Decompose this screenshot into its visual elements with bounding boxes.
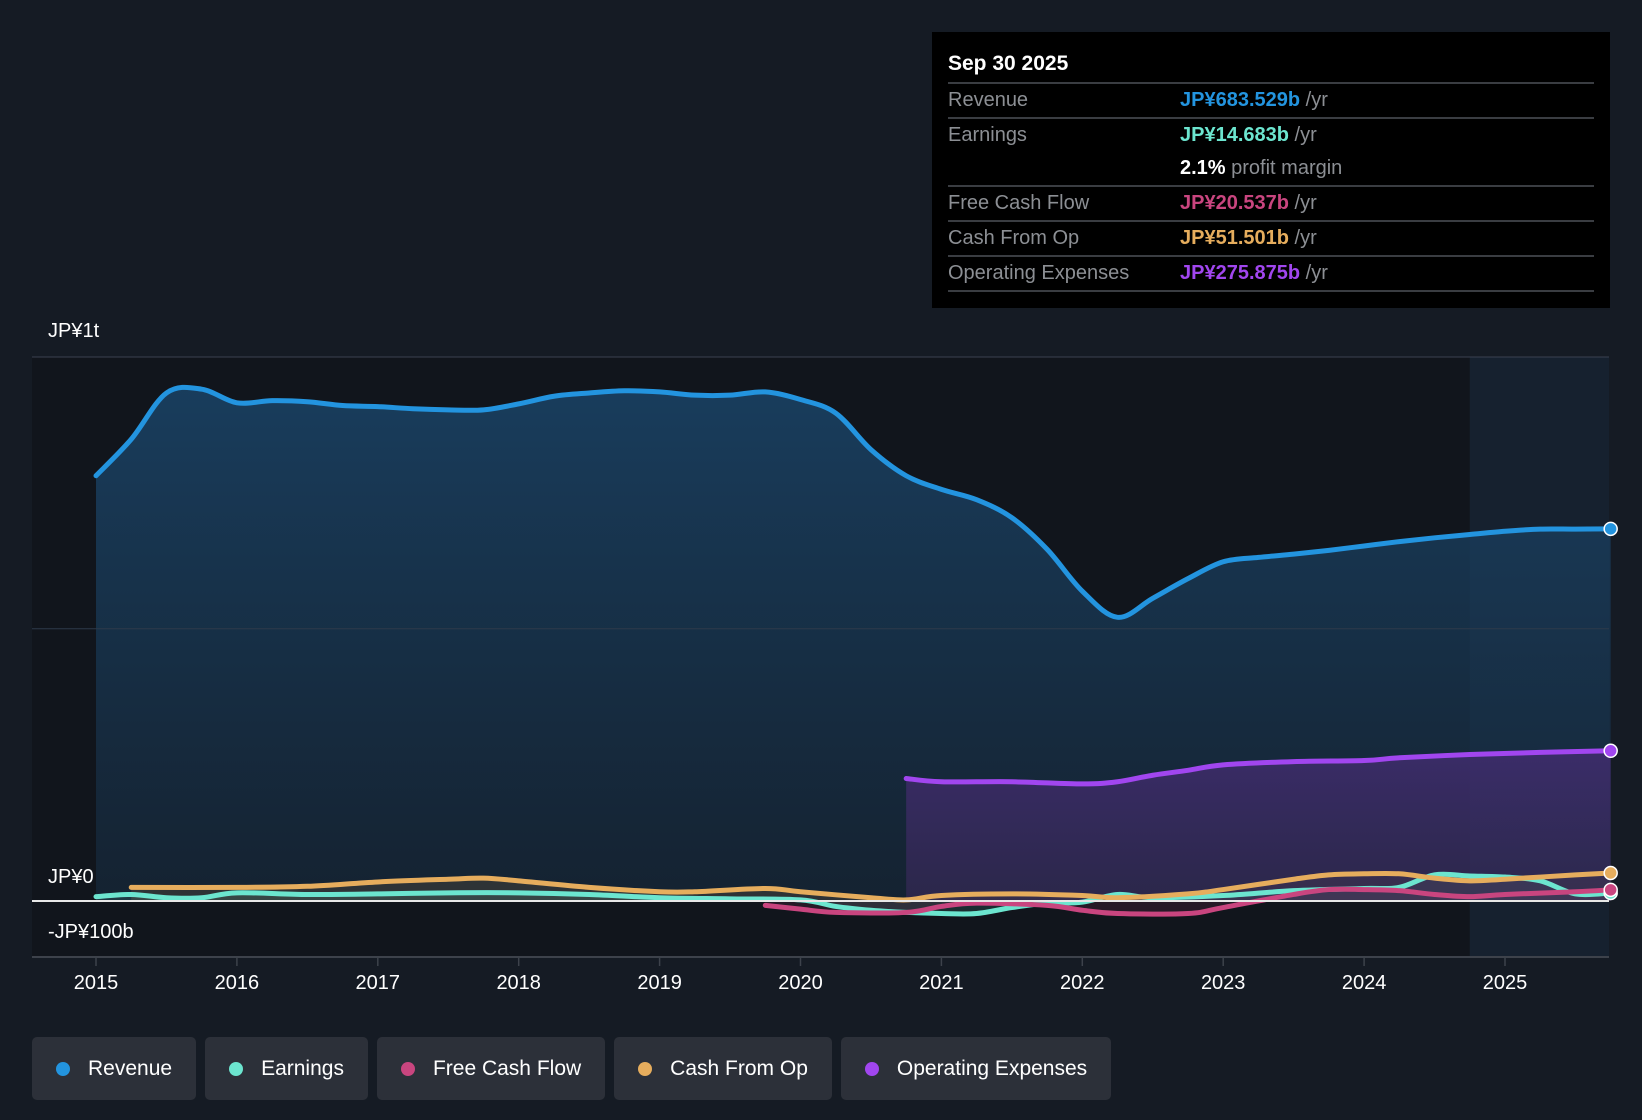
earnings-line [93,871,1614,917]
operating-expenses-line [903,748,1614,787]
x-tick-label: 2024 [1341,972,1387,994]
legend-item-cash-from-op[interactable]: Cash From Op [614,1037,832,1100]
tooltip-unit: /yr [1300,89,1328,111]
x-tick-label: 2022 [1060,972,1105,994]
tooltip-unit: /yr [1288,124,1317,146]
revenue-line [93,384,1614,620]
x-tick-label: 2019 [637,972,682,994]
legend-dot-icon [400,1061,415,1076]
legend-dot-icon [229,1061,244,1076]
tooltip-value: JP¥683.529b [1180,89,1301,111]
tooltip-row: Cash From Op JP¥51.501b /yr [948,222,1594,257]
legend-label: Revenue [88,1056,173,1080]
legend-label: Operating Expenses [896,1056,1088,1080]
x-tick-label: 2020 [778,972,823,994]
legend-dot-icon [638,1061,653,1076]
tooltip-value: 2.1% [1180,157,1226,179]
free-cash-flow-line [762,886,1614,917]
tooltip: Sep 30 2025 Revenue JP¥683.529b /yr Earnin… [932,32,1610,308]
tooltip-row: Operating Expenses JP¥275.875b /yr [948,257,1594,292]
legend-item-free-cash-flow[interactable]: Free Cash Flow [376,1037,606,1100]
tooltip-row: 2.1% profit margin [948,152,1594,187]
tooltip-label [948,152,1180,185]
tooltip-unit: profit margin [1225,157,1343,179]
operating-expenses-area [906,750,1611,901]
tooltip-label: Free Cash Flow [948,192,1090,214]
tooltip-date: Sep 30 2025 [948,46,1594,84]
y-label-zero: JP¥0 [48,866,94,888]
x-tick-label: 2017 [355,972,401,994]
tooltip-value: JP¥51.501b [1180,227,1289,249]
x-tick-label: 2023 [1200,972,1246,994]
tooltip-label: Revenue [948,89,1029,111]
x-tick-label: 2016 [214,972,260,994]
tooltip-unit: /yr [1288,192,1317,214]
x-tick-label: 2018 [496,972,541,994]
revenue-end-marker[interactable] [1603,521,1618,537]
legend-label: Free Cash Flow [432,1056,582,1080]
cash-from-op-end-marker[interactable] [1603,865,1618,881]
legend-label: Earnings [261,1056,344,1080]
tooltip-label: Cash From Op [948,227,1080,249]
cash-from-op-line [128,870,1614,903]
y-label-top: JP¥1t [48,320,100,342]
tooltip-value: JP¥14.683b [1180,124,1289,146]
tooltip-unit: /yr [1300,262,1328,284]
tooltip-value: JP¥275.875b [1180,262,1301,284]
x-tick-label: 2021 [919,972,964,994]
free-cash-flow-end-marker[interactable] [1603,882,1618,898]
tooltip-row: Revenue JP¥683.529b /yr [948,84,1594,119]
tooltip-label: Operating Expenses [948,262,1130,284]
legend-dot-icon [56,1061,70,1076]
y-label-bottom: -JP¥100b [48,921,134,943]
x-tick-label: 2015 [73,972,119,994]
tooltip-row: Earnings JP¥14.683b /yr [948,119,1594,152]
legend-item-revenue[interactable]: Revenue [32,1037,197,1100]
legend-item-operating-expenses[interactable]: Operating Expenses [840,1037,1112,1100]
legend-dot-icon [864,1061,879,1076]
tooltip-label: Earnings [948,124,1027,146]
legend-item-earnings[interactable]: Earnings [205,1037,368,1100]
operating-expenses-end-marker[interactable] [1603,743,1618,759]
tooltip-value: JP¥20.537b [1180,192,1289,214]
x-tick-label: 2025 [1482,972,1528,994]
tooltip-row: Free Cash Flow JP¥20.537b /yr [948,187,1594,222]
legend: Revenue Earnings Free Cash Flow Cash From O… [32,1037,1112,1100]
legend-label: Cash From Op [670,1056,808,1080]
tooltip-unit: /yr [1288,227,1317,249]
